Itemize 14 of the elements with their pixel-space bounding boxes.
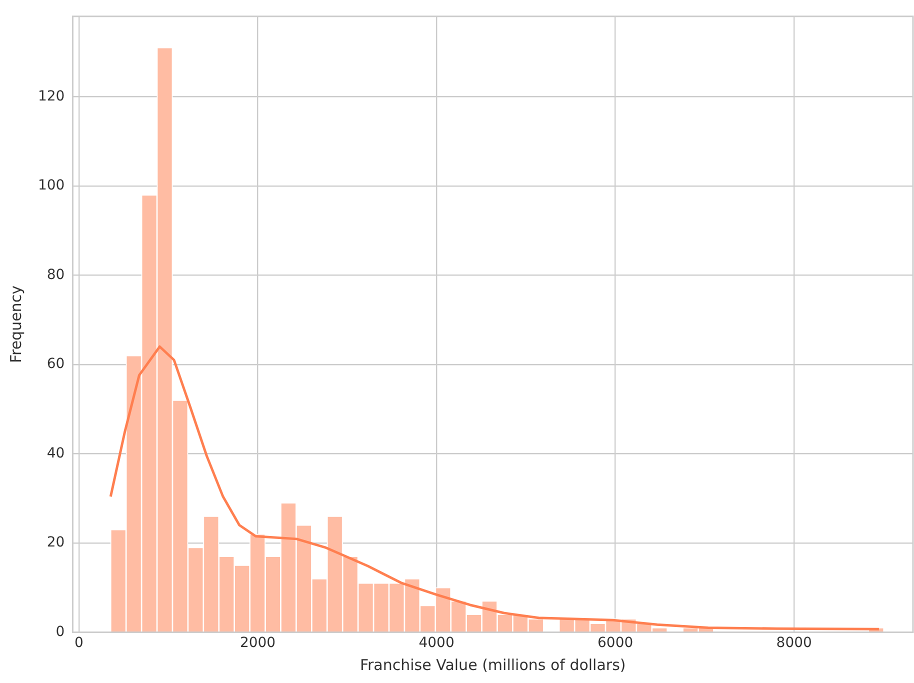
y-tick-label: 0 bbox=[56, 624, 65, 640]
y-tick-label: 100 bbox=[38, 178, 65, 194]
y-tick-label: 40 bbox=[46, 445, 65, 462]
x-axis-title: Franchise Value (millions of dollars) bbox=[360, 656, 626, 674]
y-tick-label: 120 bbox=[38, 88, 65, 104]
y-tick-label: 20 bbox=[46, 534, 65, 551]
y-axis-title: Frequency bbox=[6, 285, 25, 364]
x-tick-label: 4000 bbox=[418, 635, 454, 652]
y-tick-label: 80 bbox=[46, 266, 65, 283]
x-tick-label: 6000 bbox=[598, 635, 634, 652]
y-tick-label: 60 bbox=[46, 356, 65, 372]
x-tick-label: 8000 bbox=[776, 635, 812, 652]
x-tick-label: 0 bbox=[74, 635, 84, 652]
x-tick-label: 2000 bbox=[240, 635, 276, 652]
